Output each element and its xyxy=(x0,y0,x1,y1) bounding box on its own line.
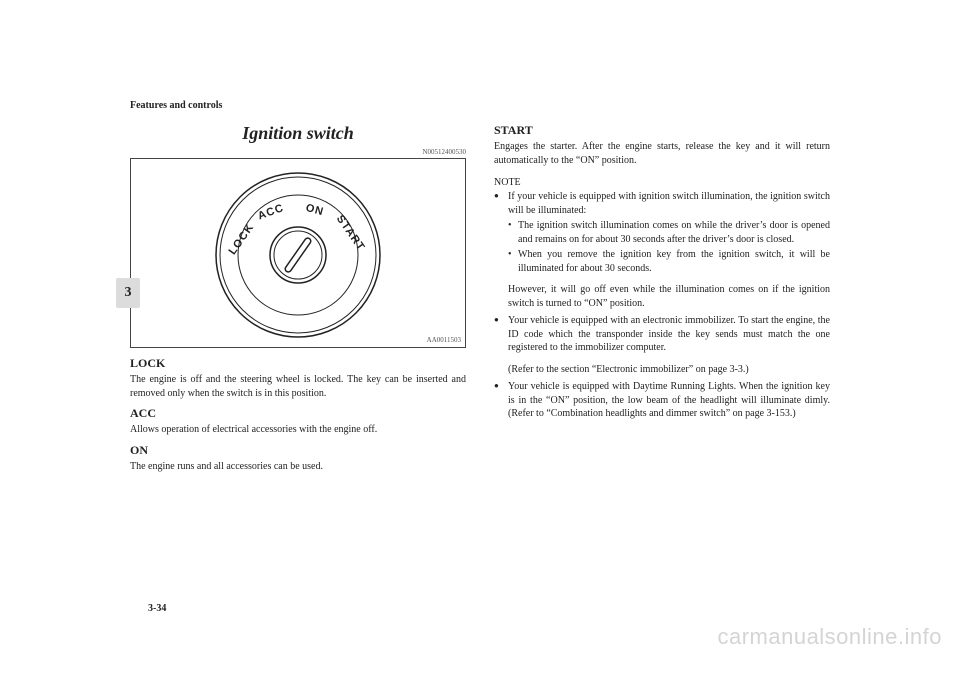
svg-text:START: START xyxy=(334,213,367,253)
start-body: Engages the starter. After the engine st… xyxy=(494,140,830,167)
section-heading: LOCK xyxy=(130,356,466,371)
watermark: carmanualsonline.info xyxy=(717,624,942,650)
page-number: 3-34 xyxy=(148,603,166,614)
note-item: Your vehicle is equipped with Daytime Ru… xyxy=(494,380,830,421)
note-subitem: When you remove the ignition key from th… xyxy=(508,248,830,275)
note-subitem: The ignition switch illumination comes o… xyxy=(508,219,830,246)
chapter-tab: 3 xyxy=(116,278,140,308)
right-column: START Engages the starter. After the eng… xyxy=(494,123,830,473)
section-heading: ACC xyxy=(130,406,466,421)
left-column: Ignition switch N00512400530 LOCKACCONST… xyxy=(130,123,466,473)
section-body: Allows operation of electrical accessori… xyxy=(130,423,466,437)
section-body: The engine is off and the steering wheel… xyxy=(130,373,466,400)
figure-caption: AA0011503 xyxy=(427,336,461,344)
page-title: Ignition switch xyxy=(130,123,466,144)
note-item: Your vehicle is equipped with an electro… xyxy=(494,314,830,376)
ignition-switch-figure: LOCKACC ON START AA0011503 xyxy=(130,158,466,348)
svg-text:ON: ON xyxy=(304,202,325,218)
reference-number: N00512400530 xyxy=(130,148,466,156)
start-heading: START xyxy=(494,123,830,138)
note-after: (Refer to the section “Electronic immobi… xyxy=(508,363,830,377)
note-label: NOTE xyxy=(494,177,830,188)
note-item: If your vehicle is equipped with ignitio… xyxy=(494,190,830,310)
section-heading: ON xyxy=(130,443,466,458)
svg-text:LOCK: LOCK xyxy=(227,221,257,257)
note-after: However, it will go off even while the i… xyxy=(508,283,830,310)
section-body: The engine runs and all accessories can … xyxy=(130,460,466,474)
section-header: Features and controls xyxy=(130,100,830,111)
notes-list: If your vehicle is equipped with ignitio… xyxy=(494,190,830,421)
svg-text:ACC: ACC xyxy=(256,202,285,222)
